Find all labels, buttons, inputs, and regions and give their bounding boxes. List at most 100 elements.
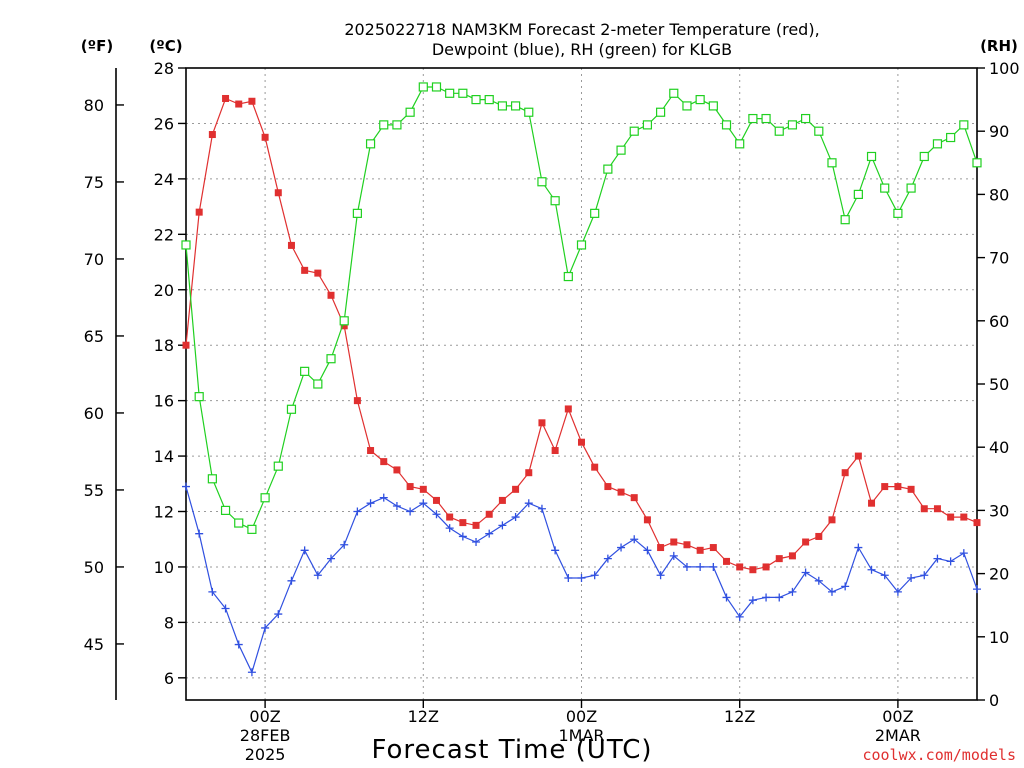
temperature-point [314,269,322,277]
rh-point [181,240,191,250]
dewpoint-point [867,565,876,574]
dewpoint-point [195,529,204,538]
rh-point [655,107,666,117]
rh-point [273,461,283,471]
temperature-point [630,494,638,502]
rh-point [642,120,653,130]
temperature-point [578,438,585,446]
temperature-point [973,519,981,527]
temperature-point [841,469,849,477]
rh-point [339,316,349,326]
rh-point [286,404,297,414]
rh-point [445,88,455,98]
temperature-point [933,505,941,513]
rh-point [827,158,837,168]
temperature-point [564,405,572,413]
rh-point [471,94,481,105]
temperature-point [446,513,454,521]
rh-tick-label: 50 [989,375,1009,394]
celsius-tick-label: 24 [154,170,174,189]
rh-point [735,139,745,149]
dewpoint-point [682,562,691,571]
celsius-tick-label: 26 [154,114,174,133]
celsius-unit-label: (ºC) [149,37,182,55]
fahrenheit-tick-label: 75 [84,173,104,192]
rh-point [220,505,231,515]
dewpoint-point [564,574,573,583]
tick-labels: 6 8 10 12 14 16 18 20 22 24 26 28 45 50 55 60 65 70 75 80 0 1… [84,59,1020,764]
time-tick-label: 00Z [882,707,913,726]
temperature-point [551,447,559,455]
temperature-point [472,521,480,529]
temperature-point [406,483,414,491]
rh-point [682,101,692,111]
temperature-point [538,419,546,427]
temperature-point [828,516,836,524]
rh-point [801,113,811,124]
celsius-tick-label: 12 [154,503,174,522]
dewpoint-point [208,587,217,596]
rh-point [537,177,547,187]
rh-point [431,82,442,92]
dewpoint-point [722,593,731,602]
dewpoint-point [933,554,942,563]
dewpoint-point [182,482,190,491]
dewpoint-point [511,513,520,522]
dewpoint-point [327,554,336,563]
temperature-point [459,519,467,527]
rh-point [576,240,587,250]
rh-point [787,120,798,130]
dewpoint-point [472,538,481,546]
dewpoint-point [748,596,757,605]
dewpoint-point [313,571,322,580]
dewpoint-point [788,587,797,596]
temperature-point [485,510,493,518]
fahrenheit-tick-label: 65 [84,327,104,346]
rh-point [946,132,956,143]
temperature-point [868,499,876,507]
fahrenheit-tick-label: 80 [84,96,104,115]
fahrenheit-tick-label: 60 [84,404,104,423]
rh-point [326,354,336,364]
dewpoint-point [946,557,955,566]
fahrenheit-tick-label: 50 [84,558,104,577]
temperature-point [301,266,309,274]
time-tick-label: 12Z [724,707,755,726]
rh-point [458,88,468,98]
celsius-tick-label: 16 [154,392,174,411]
temperature-point [380,458,388,466]
rh-point [484,94,494,105]
dewpoint-point [827,587,836,596]
dewpoint-point [379,493,388,502]
rh-point [721,120,732,130]
dewpoint-point [590,571,599,580]
dewpoint-point [801,568,810,577]
dewpoint-point [762,593,771,602]
temperature-point [762,563,770,571]
temperature-point [907,485,915,493]
rh-point [880,183,890,193]
dewpoint-point [498,521,507,530]
temperature-point [287,241,295,249]
chart-title-line2: Dewpoint (blue), RH (green) for KLGB [432,40,732,59]
temperature-point [723,557,731,565]
temperature-point [432,496,440,504]
rh-point [708,101,718,111]
dewpoint-point [419,499,428,508]
rh-point [563,271,573,282]
fahrenheit-tick-label: 70 [84,250,104,269]
dewpoint-point [920,571,929,580]
celsius-tick-label: 20 [154,281,174,300]
rh-point [695,94,705,105]
axes [115,67,985,708]
temperature-point [222,94,230,102]
rh-point [932,139,943,149]
temperature-point [617,488,625,496]
dewpoint-point [709,562,718,571]
temperature-point [327,291,335,299]
dewpoint-point [735,612,744,621]
time-tick-label: 00Z [249,707,280,726]
rh-point [590,208,600,218]
rh-point [497,101,507,111]
temperature-point [670,538,678,546]
